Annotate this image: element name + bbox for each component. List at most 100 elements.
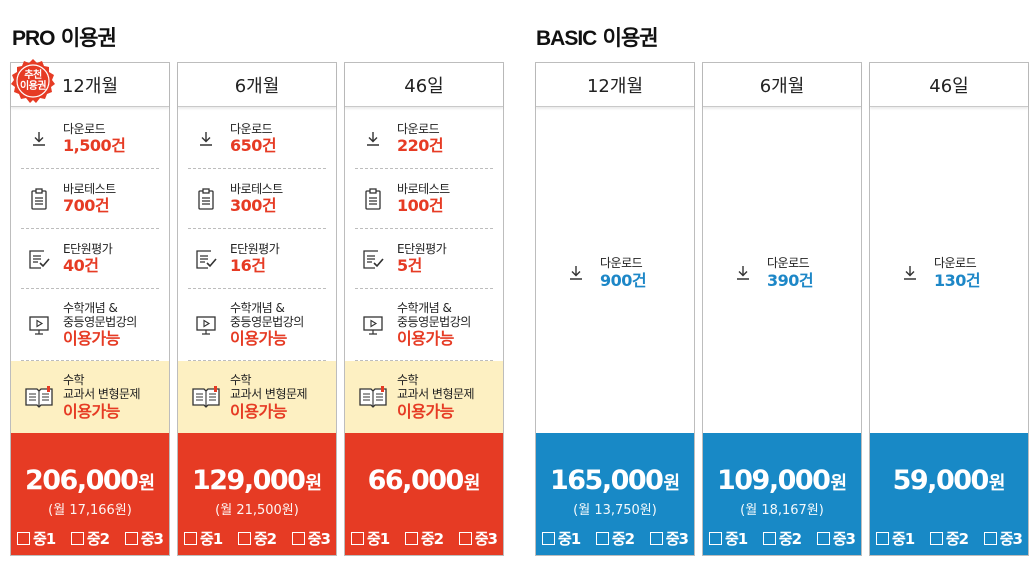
feature-barotest: 바로테스트 100건: [355, 169, 493, 229]
feature-textbook: 수학 교과서 변형문제 이용가능: [345, 361, 503, 433]
checkbox[interactable]: [17, 532, 30, 545]
grade-option-3[interactable]: 중3: [983, 528, 1023, 549]
price-amount: 129,000: [191, 465, 306, 496]
price-amount: 109,000: [716, 465, 831, 496]
checkbox[interactable]: [351, 532, 364, 545]
download-icon: [725, 258, 761, 288]
basic-card-46d[interactable]: 46일 다운로드 130건 59,000원 중1 중2 중3: [869, 62, 1029, 556]
basic-card-6m[interactable]: 6개월 다운로드 390건 109,000원 (월 18,167원) 중1 중2 …: [702, 62, 862, 556]
price-box: 66,000원 중1 중2 중3: [345, 433, 503, 555]
feature-lecture: 수학개념 & 중등영문법강의 이용가능: [355, 289, 493, 361]
checkbox[interactable]: [876, 532, 889, 545]
price-box: 129,000원 (월 21,500원) 중1 중2 중3: [178, 433, 336, 555]
feature-download: 다운로드 130건: [892, 253, 1022, 293]
price-box: 109,000원 (월 18,167원) 중1 중2 중3: [703, 433, 861, 555]
grade-option-1[interactable]: 중1: [876, 528, 915, 549]
grade-label: 중1: [892, 530, 915, 548]
grade-label: 중1: [367, 530, 390, 548]
feature-label: E단원평가: [397, 241, 447, 256]
feature-label-line2: 교과서 변형문제: [397, 387, 475, 402]
grade-option-1[interactable]: 중1: [184, 528, 223, 549]
feature-label: 다운로드: [397, 121, 440, 136]
grade-option-3[interactable]: 중3: [458, 528, 498, 549]
grade-option-1[interactable]: 중1: [709, 528, 748, 549]
price-unit: 원: [138, 473, 156, 494]
grade-option-1[interactable]: 중1: [542, 528, 581, 549]
grade-option-2[interactable]: 중2: [70, 528, 110, 549]
download-icon: [355, 124, 391, 154]
grade-option-3[interactable]: 중3: [291, 528, 331, 549]
checkbox[interactable]: [184, 532, 197, 545]
checkbox[interactable]: [595, 532, 609, 545]
checkbox[interactable]: [70, 532, 84, 545]
grade-option-2[interactable]: 중2: [595, 528, 635, 549]
basic-card-12m[interactable]: 12개월 다운로드 900건 165,000원 (월 13,750원) 중1 중2…: [535, 62, 695, 556]
grade-options: 중1 중2 중3: [536, 528, 694, 549]
checkbox[interactable]: [237, 532, 251, 545]
grade-option-2[interactable]: 중2: [762, 528, 802, 549]
grade-option-2[interactable]: 중2: [929, 528, 969, 549]
feature-value: 300건: [230, 196, 277, 216]
card-period: 6개월: [703, 63, 861, 107]
feature-barotest: 바로테스트 300건: [188, 169, 326, 229]
feature-lecture: 수학개념 & 중등영문법강의 이용가능: [21, 289, 159, 361]
basic-title-en: BASIC: [536, 27, 597, 50]
card-period: 46일: [345, 63, 503, 107]
price-unit: 원: [305, 473, 323, 494]
download-icon: [188, 124, 224, 154]
price-amount: 206,000: [24, 465, 139, 496]
download-icon: [892, 258, 928, 288]
checkbox[interactable]: [762, 532, 776, 545]
grade-option-2[interactable]: 중2: [237, 528, 277, 549]
feature-value: 900건: [600, 270, 647, 290]
pro-card-46d[interactable]: 46일 다운로드 220건 바로테스트 100건 E단원평가 5건 수학개념 & 중등영…: [344, 62, 504, 556]
feature-download: 다운로드 390건: [725, 253, 855, 293]
grade-option-2[interactable]: 중2: [404, 528, 444, 549]
feature-label: 바로테스트: [63, 181, 116, 196]
feature-label-line1: 수학개념 &: [230, 300, 285, 315]
grade-option-3[interactable]: 중3: [124, 528, 164, 549]
feature-value: 16건: [230, 256, 266, 276]
feature-value: 이용가능: [397, 401, 454, 421]
price-box: 165,000원 (월 13,750원) 중1 중2 중3: [536, 433, 694, 555]
feature-value: 390건: [767, 270, 814, 290]
feature-value: 이용가능: [397, 329, 454, 349]
checkbox[interactable]: [542, 532, 555, 545]
grade-option-1[interactable]: 중1: [351, 528, 390, 549]
checkbox[interactable]: [291, 532, 305, 545]
feature-value: 이용가능: [63, 401, 120, 421]
grade-option-1[interactable]: 중1: [17, 528, 56, 549]
grade-label: 중3: [307, 530, 331, 548]
checkbox[interactable]: [458, 532, 472, 545]
grade-label: 중1: [33, 530, 56, 548]
checklist-icon: [355, 244, 391, 274]
pro-card-6m[interactable]: 6개월 다운로드 650건 바로테스트 300건 E단원평가 16건 수학개념 & 중등…: [177, 62, 337, 556]
feature-label-line2: 교과서 변형문제: [230, 387, 308, 402]
checkbox[interactable]: [404, 532, 418, 545]
price-box: 206,000원 (월 17,166원) 중1 중2 중3: [11, 433, 169, 555]
badge-seal-icon: [11, 59, 55, 103]
checkbox[interactable]: [929, 532, 943, 545]
feature-eval: E단원평가 16건: [188, 229, 326, 289]
price-amount: 59,000: [892, 465, 990, 496]
checklist-icon: [21, 244, 57, 274]
video-lecture-icon: [355, 310, 391, 340]
download-icon: [558, 258, 594, 288]
grade-option-3[interactable]: 중3: [816, 528, 856, 549]
feature-label-line2: 교과서 변형문제: [63, 387, 141, 402]
grade-label: 중3: [665, 530, 689, 548]
feature-label: E단원평가: [63, 241, 113, 256]
checkbox[interactable]: [983, 532, 997, 545]
checkbox[interactable]: [816, 532, 830, 545]
checkbox[interactable]: [709, 532, 722, 545]
clipboard-icon: [355, 184, 391, 214]
checkbox[interactable]: [649, 532, 663, 545]
pro-card-12m[interactable]: 12개월 다운로드 1,500건 바로테스트 700건 E단원평가 40건 수학개념 …: [10, 62, 170, 556]
feature-textbook: 수학 교과서 변형문제 이용가능: [11, 361, 169, 433]
grade-label: 중2: [86, 530, 110, 548]
video-lecture-icon: [21, 310, 57, 340]
grade-option-3[interactable]: 중3: [649, 528, 689, 549]
checkbox[interactable]: [124, 532, 138, 545]
feature-value: 700건: [63, 196, 110, 216]
feature-label: 다운로드: [934, 256, 977, 271]
